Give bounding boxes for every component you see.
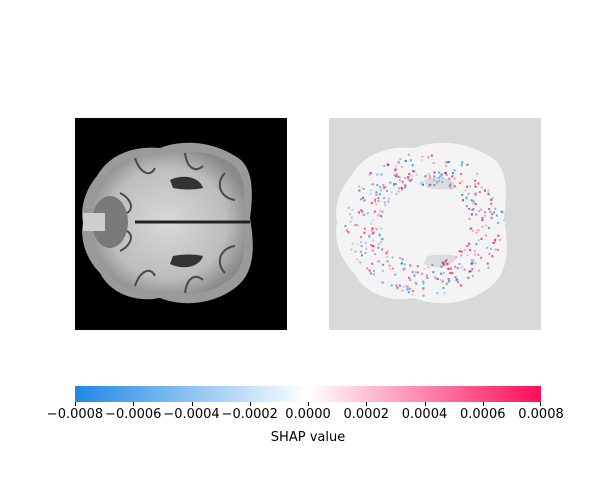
colorbar-tick — [308, 402, 309, 406]
colorbar-tick — [75, 402, 76, 406]
shap-overlay-panel — [329, 118, 541, 330]
colorbar-tick-label: 0.0008 — [518, 407, 564, 422]
colorbar — [75, 386, 541, 402]
colorbar-ticks: −0.0008 −0.0006 −0.0004 −0.0002 0.0000 0.0002… — [47, 402, 564, 432]
colorbar-label: SHAP value — [270, 430, 346, 445]
colorbar-tick-label: −0.0004 — [163, 407, 220, 422]
colorbar-tick-label: 0.0006 — [460, 407, 506, 422]
colorbar-tick-label: −0.0002 — [221, 407, 278, 422]
colorbar-tick-label: 0.0002 — [343, 407, 390, 422]
shap-attribution-dots — [344, 153, 505, 297]
colorbar-tick — [133, 402, 135, 406]
mri-brain-image — [75, 118, 287, 330]
colorbar-tick — [191, 402, 193, 406]
mri-image-panel — [75, 118, 287, 330]
colorbar-tick-label: −0.0006 — [105, 407, 162, 422]
colorbar-tick — [249, 402, 251, 406]
colorbar-tick — [540, 402, 541, 406]
colorbar-tick-label: 0.0004 — [401, 407, 448, 422]
colorbar-tick — [482, 402, 484, 406]
colorbar-tick — [424, 402, 426, 406]
colorbar-tick-label: −0.0008 — [46, 407, 104, 422]
colorbar-tick — [366, 402, 368, 406]
colorbar-gradient — [75, 386, 541, 402]
shap-overlay-image — [329, 118, 541, 330]
colorbar-tick-label: 0.0000 — [285, 407, 331, 422]
